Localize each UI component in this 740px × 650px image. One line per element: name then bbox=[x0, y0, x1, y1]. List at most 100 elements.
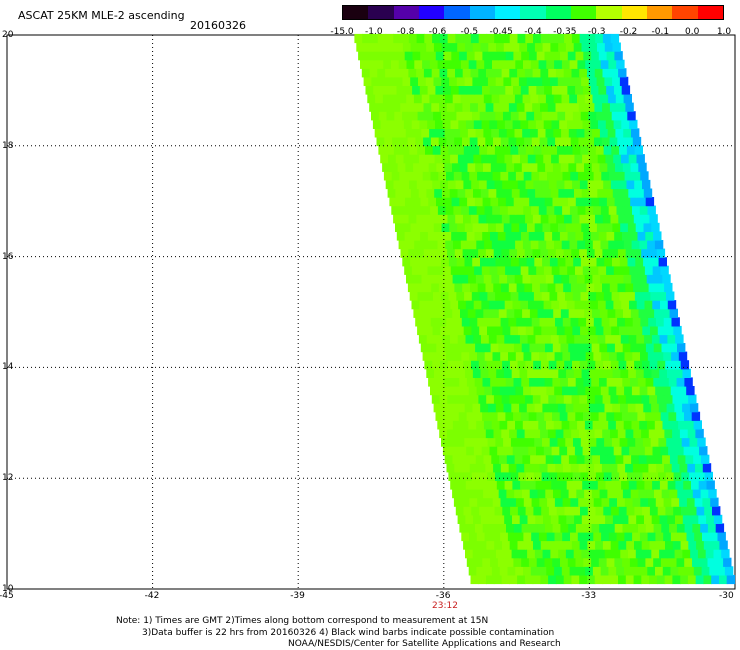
swath-cell bbox=[719, 574, 728, 585]
swath-cell bbox=[586, 428, 596, 439]
swath-cell bbox=[610, 179, 620, 190]
swath-cell bbox=[450, 85, 460, 95]
swath-cell bbox=[618, 540, 627, 550]
swath-cell bbox=[471, 360, 480, 370]
swath-cell bbox=[696, 506, 705, 516]
swath-cell bbox=[482, 343, 492, 353]
swath-cell bbox=[656, 574, 666, 585]
swath-cell bbox=[607, 128, 617, 138]
swath-cell bbox=[535, 480, 544, 490]
longitude-tick-label: -42 bbox=[144, 591, 160, 601]
swath-cell bbox=[402, 111, 411, 121]
swath-cell bbox=[595, 471, 605, 481]
swath-cell bbox=[458, 85, 468, 95]
swath-cell bbox=[476, 531, 486, 542]
swath-cell bbox=[545, 94, 555, 104]
swath-cell bbox=[508, 497, 517, 507]
swath-cell bbox=[600, 94, 609, 104]
swath-cell bbox=[490, 523, 499, 533]
swath-cell bbox=[401, 145, 411, 155]
swath-cell bbox=[376, 136, 385, 147]
swath-cell bbox=[486, 506, 496, 516]
swath-cell bbox=[474, 411, 483, 421]
swath-cell bbox=[557, 257, 566, 267]
swath-cell bbox=[468, 386, 478, 396]
swath-cell bbox=[546, 566, 555, 576]
swath-cell bbox=[543, 154, 552, 164]
swath-cell bbox=[438, 317, 447, 327]
swath-cell bbox=[566, 368, 575, 378]
swath-cell bbox=[606, 85, 615, 95]
swath-cell bbox=[509, 214, 518, 224]
swath-cell bbox=[667, 480, 677, 490]
swath-cell bbox=[593, 171, 602, 181]
swath-cell bbox=[528, 446, 537, 456]
swath-cell bbox=[555, 248, 565, 258]
swath-cell bbox=[668, 557, 678, 567]
swath-cell bbox=[609, 463, 618, 473]
swath-cell bbox=[371, 76, 380, 86]
swath-cell bbox=[411, 119, 421, 129]
swath-cell bbox=[472, 437, 481, 447]
swath-cell bbox=[589, 42, 598, 52]
note-line-1: Note: 1) Times are GMT 2)Times along bot… bbox=[116, 616, 489, 626]
swath-cell bbox=[480, 257, 489, 267]
swath-cell bbox=[499, 274, 508, 284]
swath-cell bbox=[517, 33, 526, 44]
swath-cell bbox=[487, 257, 497, 267]
swath-cell bbox=[450, 119, 459, 129]
swath-cell bbox=[641, 360, 651, 370]
swath-cell bbox=[505, 51, 515, 61]
swath-cell bbox=[377, 68, 386, 78]
swath-cell bbox=[455, 325, 465, 336]
swath-cell bbox=[593, 205, 602, 215]
swath-cell bbox=[571, 33, 581, 44]
swath-cell bbox=[586, 102, 595, 112]
swath-cell bbox=[599, 162, 608, 172]
swath-cell bbox=[514, 274, 524, 284]
swath-cell bbox=[557, 291, 566, 301]
swath-cell bbox=[686, 386, 695, 396]
swath-cell bbox=[438, 351, 447, 361]
swath-cell bbox=[628, 368, 637, 378]
swath-cell bbox=[639, 531, 649, 542]
swath-cell bbox=[564, 471, 574, 481]
swath-cell bbox=[517, 506, 527, 516]
swath-cell bbox=[564, 325, 573, 336]
swath-cell bbox=[452, 420, 462, 430]
swath-cell bbox=[435, 377, 445, 387]
swath-cell bbox=[456, 291, 465, 301]
swath-cell bbox=[565, 437, 574, 447]
swath-cell bbox=[509, 540, 519, 550]
swath-cell bbox=[602, 102, 611, 112]
swath-cell bbox=[607, 274, 617, 284]
swath-cell bbox=[527, 154, 537, 164]
swath-cell bbox=[717, 566, 726, 576]
swath-cell bbox=[656, 428, 665, 439]
swath-cell bbox=[513, 523, 523, 533]
swath-cell bbox=[465, 42, 474, 52]
swath-cell bbox=[637, 446, 646, 456]
swath-cell bbox=[607, 162, 616, 172]
swath-cell bbox=[505, 231, 514, 241]
swath-cell bbox=[521, 197, 530, 207]
swath-cell bbox=[592, 128, 601, 138]
swath-cell bbox=[648, 282, 657, 293]
swath-cell bbox=[514, 454, 523, 464]
swath-cell bbox=[470, 33, 480, 44]
swath-cell bbox=[435, 85, 444, 95]
longitude-tick-label: -30 bbox=[719, 591, 734, 601]
swath-cell bbox=[483, 308, 492, 318]
swath-cell bbox=[700, 523, 709, 533]
swath-cell bbox=[461, 386, 470, 396]
swath-cell bbox=[632, 317, 642, 327]
swath-cell bbox=[662, 274, 671, 284]
swath-cell bbox=[463, 214, 472, 224]
swath-cell bbox=[567, 557, 577, 567]
swath-cell bbox=[489, 446, 498, 456]
swath-cell bbox=[497, 446, 506, 456]
swath-cell bbox=[624, 386, 633, 396]
swath-cell bbox=[609, 102, 619, 112]
swath-cell bbox=[488, 514, 498, 524]
swath-cell bbox=[527, 549, 536, 559]
